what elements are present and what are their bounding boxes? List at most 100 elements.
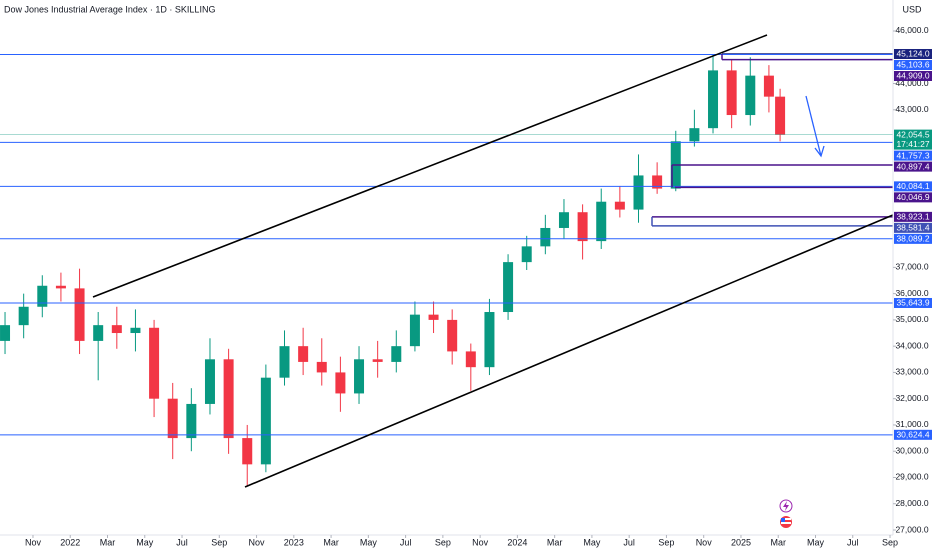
x-tick-label: May [807, 537, 825, 547]
x-tick-label: Nov [249, 537, 266, 547]
plot-area [0, 53, 893, 486]
x-tick-label: 2023 [284, 537, 304, 547]
price-badge [894, 70, 932, 81]
candle-body [18, 306, 29, 326]
x-tick-label: 2024 [507, 537, 527, 547]
y-tick-label: 29,000.0 [895, 472, 928, 482]
price-badge-label: 45,124.0 [896, 49, 929, 59]
x-tick-label: Mar [770, 537, 786, 547]
channel-lower [244, 214, 894, 488]
candle-body [55, 285, 66, 289]
price-badge [894, 192, 932, 203]
x-tick-label: Nov [25, 537, 42, 547]
candle-body [167, 398, 178, 439]
price-badge [894, 59, 932, 70]
price-badge [894, 233, 932, 244]
candle-body [316, 361, 327, 373]
candle-body [223, 359, 234, 439]
price-badge-label: 45,103.6 [896, 60, 929, 70]
price-badge [894, 161, 932, 172]
price-badges: 45,124.045,103.644,909.0 42,054.517:41:27… [894, 49, 932, 440]
candle-body [130, 327, 141, 334]
price-badge-label: 41,757.3 [896, 150, 929, 160]
y-tick-label: 32,000.0 [895, 393, 928, 403]
price-badge-label: 38,923.1 [896, 212, 929, 222]
candle-body [447, 319, 458, 352]
x-tick-label: Jul [400, 537, 412, 547]
candle-body [354, 359, 365, 394]
candle-body [745, 75, 756, 116]
candle-body [298, 346, 309, 362]
y-tick-label: 31,000.0 [895, 419, 928, 429]
price-badge-label: 38,089.2 [896, 234, 929, 244]
x-tick-label: 2022 [60, 537, 80, 547]
price-badge-label: 40,046.9 [896, 192, 929, 202]
price-badge-label: 40,084.1 [896, 181, 929, 191]
x-tick-label: Sep [658, 537, 674, 547]
price-badge [894, 222, 932, 233]
candle-body [93, 325, 104, 341]
event-icons [779, 499, 793, 528]
y-tick-label: 37,000.0 [895, 262, 928, 272]
y-tick-label: 27,000.0 [895, 524, 928, 534]
price-badge-label: 42,054.5 [896, 129, 929, 139]
candle-body [37, 285, 48, 307]
x-tick-label: Sep [211, 537, 227, 547]
price-badge [894, 297, 932, 308]
y-tick-label: 34,000.0 [895, 340, 928, 350]
candle-body [503, 262, 514, 313]
candle-body [558, 212, 569, 228]
axes: Nov 2022 Mar May Jul Sep Nov 2023 Mar May Jul Sep No… [25, 25, 929, 547]
price-badge-label: 35,643.9 [896, 298, 929, 308]
price-badge [894, 181, 932, 192]
candle-body [186, 403, 197, 439]
candle-body [428, 314, 439, 320]
candle-body [763, 75, 774, 97]
candle-body [708, 70, 719, 129]
candle-body [242, 438, 253, 465]
candle-body [540, 227, 551, 247]
candle-body [521, 246, 532, 263]
price-badge [894, 211, 932, 222]
candle-body [633, 175, 644, 210]
candle-body [204, 359, 215, 404]
candle-body [577, 212, 588, 242]
price-badge [894, 48, 932, 59]
y-tick-label: 30,000.0 [895, 445, 928, 455]
candle-body [260, 377, 271, 465]
candle-body [775, 96, 786, 135]
y-tick-label: 28,000.0 [895, 498, 928, 508]
candle-body [391, 346, 402, 362]
x-tick-label: Jul [847, 537, 859, 547]
candle-body [652, 175, 663, 189]
y-tick-label: 44,000.0 [895, 78, 928, 88]
countdown-label: 17:41:27 [896, 139, 929, 149]
price-badge [894, 150, 932, 161]
x-tick-label: Sep [882, 537, 898, 547]
x-tick-label: Mar [323, 537, 339, 547]
price-badge [894, 429, 932, 440]
price-badge-label: 38,581.4 [896, 223, 929, 233]
x-tick-label: Nov [472, 537, 489, 547]
candle-body [465, 351, 476, 368]
candle-body [0, 325, 11, 341]
candle-body [596, 201, 607, 242]
candle-body [614, 201, 625, 210]
candle-body [279, 346, 290, 378]
candle-body [372, 359, 383, 362]
candle-body [726, 70, 737, 116]
chart-title: Dow Jones Industrial Average Index · 1D … [4, 4, 215, 14]
x-tick-label: Mar [547, 537, 563, 547]
y-tick-label: 36,000.0 [895, 288, 928, 298]
x-tick-label: May [583, 537, 601, 547]
x-tick-label: Nov [696, 537, 713, 547]
candle-body [74, 288, 85, 341]
price-badge-label: 30,624.4 [896, 430, 929, 440]
x-tick-label: Jul [623, 537, 635, 547]
y-tick-label: 46,000.0 [895, 25, 928, 35]
y-tick-label: 43,000.0 [895, 104, 928, 114]
price-badge-label: 40,897.4 [896, 161, 929, 171]
x-tick-label: May [136, 537, 154, 547]
y-tick-label: 35,000.0 [895, 314, 928, 324]
